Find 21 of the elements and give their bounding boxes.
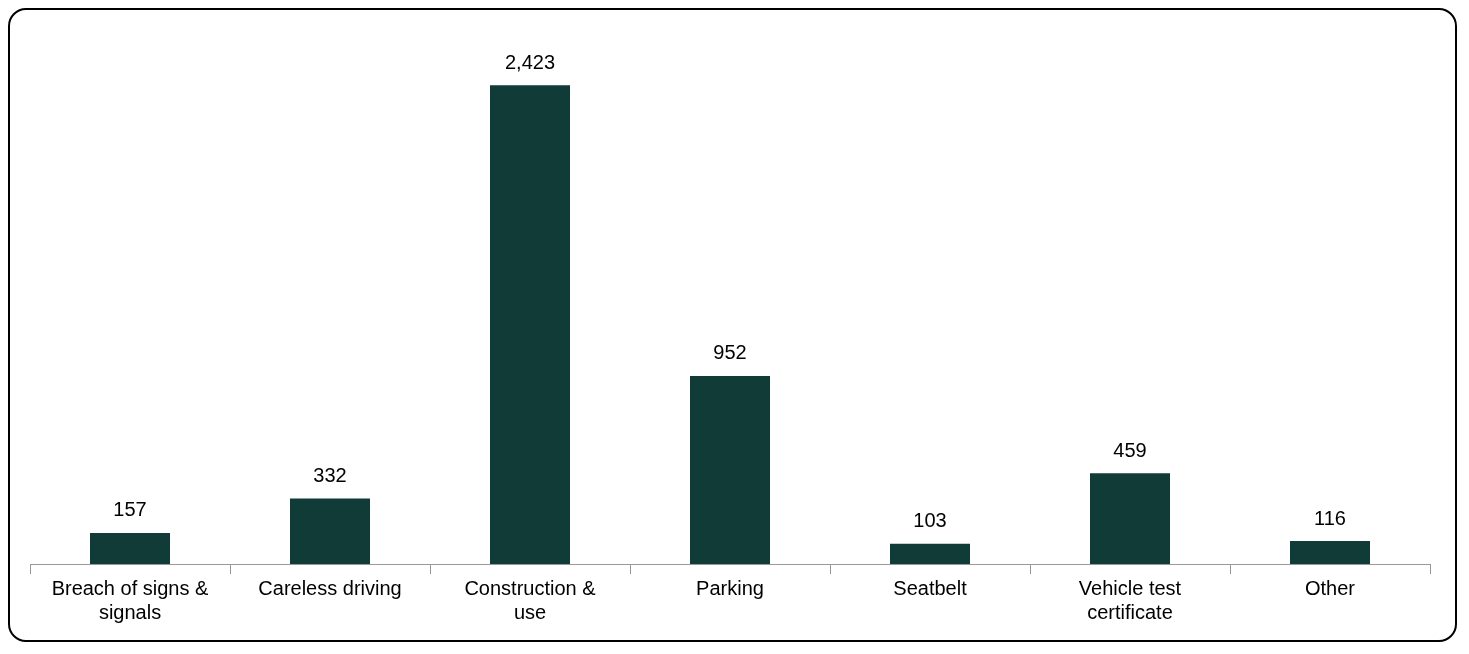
data-label: 103 xyxy=(913,509,947,532)
data-label: 459 xyxy=(1113,438,1147,461)
x-tick-label: Breach of signs & signals xyxy=(51,576,210,623)
x-tick-label: Other xyxy=(1304,576,1356,599)
x-tick-label: Careless driving xyxy=(258,576,402,599)
bar xyxy=(1090,473,1170,564)
bar xyxy=(890,543,970,564)
data-label: 2,423 xyxy=(504,50,556,73)
x-tick-label: Vehicle test certificate xyxy=(1078,576,1182,623)
data-label: 157 xyxy=(113,498,147,521)
data-label: 952 xyxy=(713,341,747,364)
bar xyxy=(90,532,170,564)
x-tick-label: Seatbelt xyxy=(893,576,968,599)
x-tick-label: Construction & use xyxy=(464,576,597,623)
data-label: 116 xyxy=(1314,506,1346,529)
data-label: 332 xyxy=(313,463,347,486)
x-tick-label: Parking xyxy=(696,576,764,599)
bar xyxy=(290,498,370,564)
bar xyxy=(690,375,770,564)
bar xyxy=(1290,541,1370,564)
bar xyxy=(490,85,570,564)
